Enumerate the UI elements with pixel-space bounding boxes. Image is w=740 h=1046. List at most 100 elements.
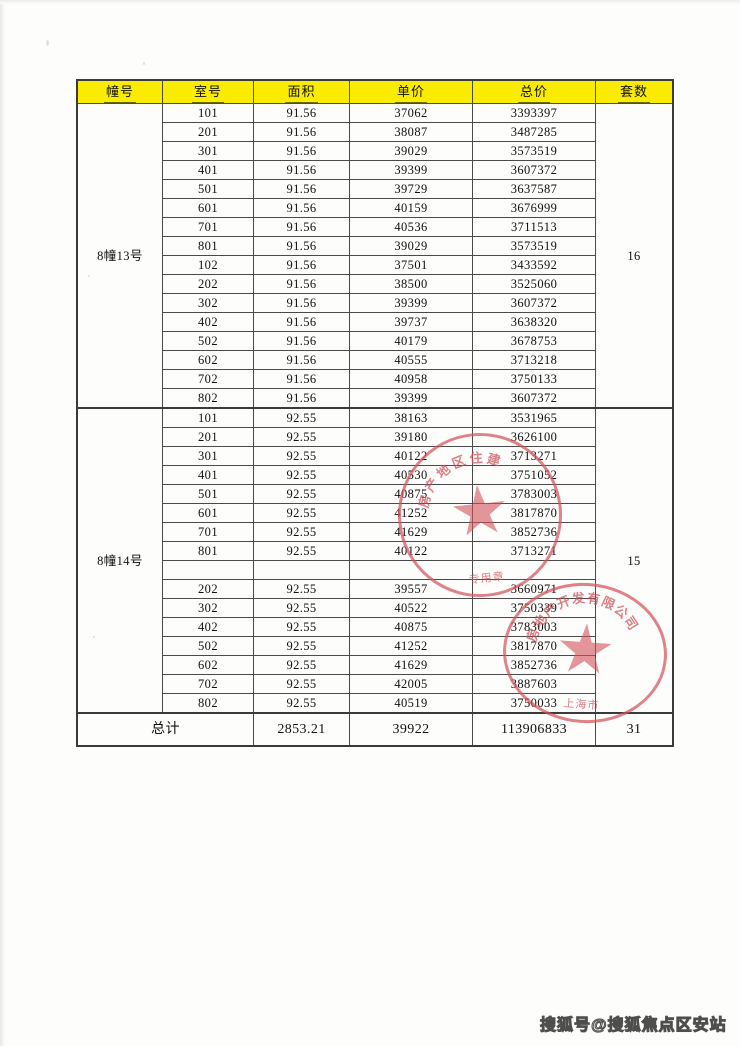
table-row: 501 91.56 39729 3637587 xyxy=(77,179,673,199)
cell-area: 92.55 xyxy=(253,598,350,618)
cell-room: 202 xyxy=(162,579,254,599)
cell-total-price: 3660971 xyxy=(472,579,596,599)
cell-total-price: 3626100 xyxy=(472,427,596,447)
cell-empty xyxy=(162,560,254,580)
cell-room: 801 xyxy=(162,541,254,561)
table-row: 202 92.55 39557 3660971 xyxy=(77,579,673,599)
cell-total-price: 3525060 xyxy=(472,274,596,294)
table-row: 802 91.56 39399 3607372 xyxy=(77,388,673,409)
cell-area: 92.55 xyxy=(253,465,350,485)
cell-unit-price: 39399 xyxy=(349,160,473,180)
cell-area: 91.56 xyxy=(253,141,350,161)
table-row: 8幢14号 101 92.55 38163 3531965 15 xyxy=(76,407,674,714)
table-row: 302 91.56 39399 3607372 xyxy=(77,293,673,313)
cell-area: 92.55 xyxy=(253,427,350,447)
cell-room: 601 xyxy=(162,503,254,523)
cell-total-price: 3887603 xyxy=(472,674,596,694)
cell-unit-price: 39557 xyxy=(349,579,473,599)
cell-unit-price: 41629 xyxy=(349,522,473,542)
column-header-room-label: 室号 xyxy=(191,81,224,103)
total-unit-count: 31 xyxy=(595,712,674,747)
total-label: 总计 xyxy=(76,712,254,747)
cell-unit-price: 40159 xyxy=(349,198,473,218)
column-header-unit-price-label: 单价 xyxy=(394,81,427,103)
cell-room: 401 xyxy=(162,160,254,180)
cell-total-price: 3751052 xyxy=(472,465,596,485)
cell-unit-price: 41629 xyxy=(349,655,473,675)
cell-unit-price: 40519 xyxy=(349,693,473,714)
cell-total-price: 3678753 xyxy=(472,331,596,351)
cell-room: 402 xyxy=(162,617,254,637)
cell-room: 402 xyxy=(162,312,254,332)
cell-room: 501 xyxy=(162,179,254,199)
table-row: 702 91.56 40958 3750133 xyxy=(77,369,673,389)
cell-unit-price: 39729 xyxy=(349,179,473,199)
cell-total-price: 3783003 xyxy=(472,484,596,504)
table-row: 8幢13号 101 91.56 37062 3393397 16 xyxy=(76,103,674,409)
cell-room: 201 xyxy=(162,122,254,142)
cell-empty xyxy=(349,560,473,580)
cell-unit-price: 41252 xyxy=(349,636,473,656)
cell-unit-price: 39029 xyxy=(349,236,473,256)
cell-room: 302 xyxy=(162,293,254,313)
total-row: 总计 2853.21 39922 113906833 31 xyxy=(76,712,674,747)
column-header-building-label: 幢号 xyxy=(103,81,136,103)
table-row: 802 92.55 40519 3750033 xyxy=(77,693,673,714)
cell-unit-price: 38500 xyxy=(349,274,473,294)
cell-total-price: 3852736 xyxy=(472,655,596,675)
cell-room: 502 xyxy=(162,331,254,351)
table-row: 302 92.55 40522 3750339 xyxy=(77,598,673,618)
cell-area: 91.56 xyxy=(253,198,350,218)
cell-unit-price: 40530 xyxy=(349,465,473,485)
total-area: 2853.21 xyxy=(253,712,350,747)
cell-area: 91.56 xyxy=(253,122,350,142)
cell-unit-price: 41252 xyxy=(349,503,473,523)
cell-total-price: 3713218 xyxy=(472,350,596,370)
cell-area: 91.56 xyxy=(253,312,350,332)
cell-unit-price: 42005 xyxy=(349,674,473,694)
cell-area: 92.55 xyxy=(253,407,350,428)
table-row: 202 91.56 38500 3525060 xyxy=(77,274,673,294)
cell-room: 101 xyxy=(162,407,254,428)
table-row: 601 91.56 40159 3676999 xyxy=(77,198,673,218)
cell-area: 92.55 xyxy=(253,541,350,561)
cell-room: 601 xyxy=(162,198,254,218)
cell-unit-price: 39737 xyxy=(349,312,473,332)
cell-area: 92.55 xyxy=(253,484,350,504)
cell-total-price: 3487285 xyxy=(472,122,596,142)
cell-unit-count: 15 xyxy=(595,407,674,714)
cell-room: 202 xyxy=(162,274,254,294)
price-table-container: 幢号 室号 面积 单价 总价 套数 xyxy=(76,79,674,747)
cell-room: 702 xyxy=(162,674,254,694)
cell-room: 101 xyxy=(162,103,254,123)
column-header-building: 幢号 xyxy=(76,79,163,104)
cell-total-price: 3711513 xyxy=(472,217,596,237)
cell-total-price: 3433592 xyxy=(472,255,596,275)
table-row: 701 91.56 40536 3711513 xyxy=(77,217,673,237)
cell-area: 91.56 xyxy=(253,179,350,199)
cell-area: 91.56 xyxy=(253,217,350,237)
cell-total-price: 3607372 xyxy=(472,293,596,313)
table-row: 301 91.56 39029 3573519 xyxy=(77,141,673,161)
cell-unit-price: 40122 xyxy=(349,541,473,561)
cell-total-price: 3852736 xyxy=(472,522,596,542)
cell-room: 301 xyxy=(162,446,254,466)
table-row: 402 91.56 39737 3638320 xyxy=(77,312,673,332)
cell-room: 802 xyxy=(162,388,254,409)
cell-empty xyxy=(472,560,596,580)
paper-left-edge xyxy=(0,0,5,1046)
cell-room: 501 xyxy=(162,484,254,504)
table-row: 402 92.55 40875 3783003 xyxy=(77,617,673,637)
table-row: 401 91.56 39399 3607372 xyxy=(77,160,673,180)
cell-unit-price: 40522 xyxy=(349,598,473,618)
cell-total-price: 3713271 xyxy=(472,541,596,561)
cell-total-price: 3750339 xyxy=(472,598,596,618)
cell-area: 92.55 xyxy=(253,674,350,694)
cell-total-price: 3817870 xyxy=(472,636,596,656)
cell-area: 91.56 xyxy=(253,350,350,370)
cell-area: 91.56 xyxy=(253,331,350,351)
cell-area: 91.56 xyxy=(253,274,350,294)
column-header-room: 室号 xyxy=(162,79,254,104)
cell-total-price: 3750133 xyxy=(472,369,596,389)
